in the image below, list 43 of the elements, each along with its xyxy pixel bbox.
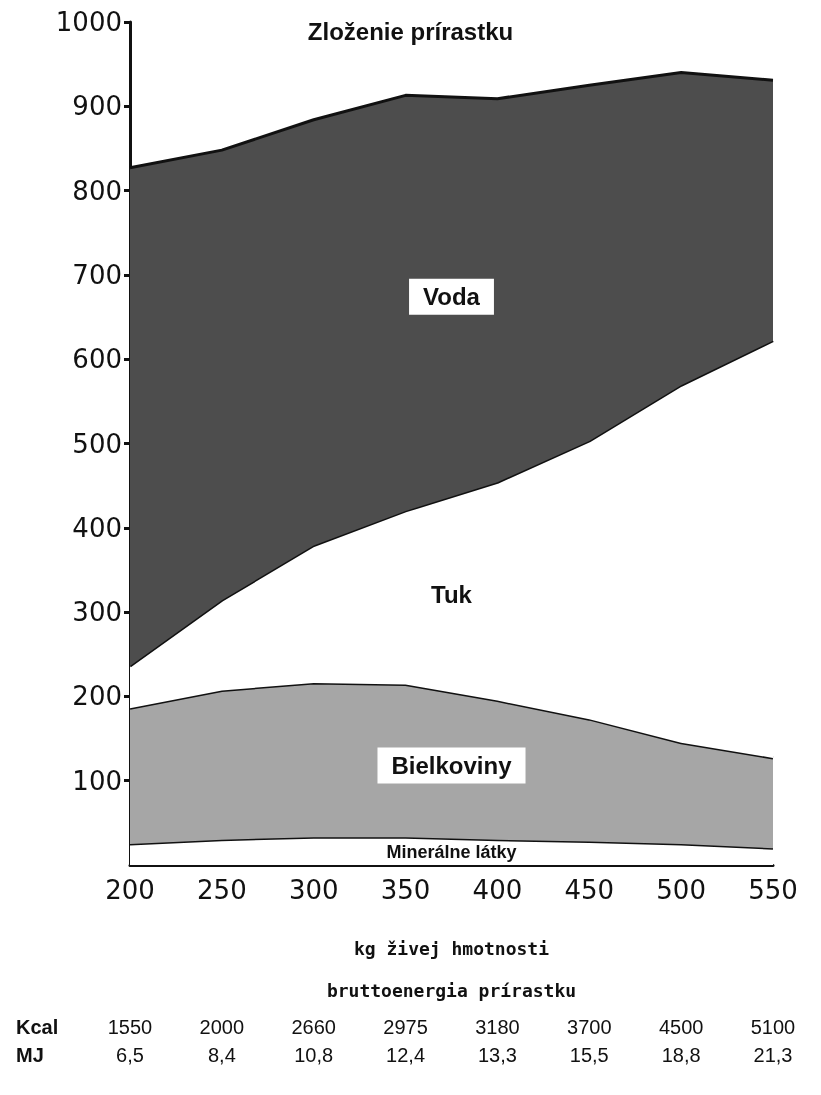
x-tick-label: 400 bbox=[472, 875, 523, 905]
y-tick-label: 200 bbox=[72, 681, 122, 712]
y-tick-label: 500 bbox=[72, 428, 122, 459]
y-tick-label: 700 bbox=[72, 259, 122, 290]
x-tick-label: 250 bbox=[197, 875, 247, 905]
y-tick-label: 300 bbox=[72, 597, 122, 628]
text: 12,4 bbox=[386, 1044, 426, 1066]
y-tick-label: 1000 bbox=[55, 7, 122, 37]
text: 4500 bbox=[658, 1016, 704, 1038]
series-label: Voda bbox=[423, 283, 481, 311]
text: 13,3 bbox=[477, 1044, 517, 1066]
x-tick-label: 200 bbox=[105, 875, 155, 905]
series-label: Minerálne látky bbox=[386, 841, 517, 862]
y-tick-label: 400 bbox=[72, 512, 122, 543]
text: Kcal bbox=[16, 1016, 59, 1038]
text: 8,4 bbox=[207, 1044, 236, 1066]
text: 6,5 bbox=[116, 1044, 144, 1066]
x-axis-title: kg živej hmotnosti bbox=[353, 937, 550, 959]
text: 5100 bbox=[750, 1016, 796, 1038]
text: 15,5 bbox=[569, 1044, 609, 1066]
series-label: Bielkoviny bbox=[391, 752, 513, 780]
chart-title: Zloženie prírastku bbox=[307, 17, 514, 45]
text: 2975 bbox=[383, 1016, 428, 1038]
text: 3700 bbox=[567, 1016, 612, 1038]
series-label: Tuk bbox=[431, 581, 473, 609]
y-tick-label: 600 bbox=[72, 344, 122, 375]
y-tick-label: 800 bbox=[72, 175, 122, 206]
text: MJ bbox=[16, 1044, 44, 1066]
text: 1550 bbox=[107, 1016, 153, 1038]
text: 2000 bbox=[199, 1016, 245, 1038]
y-tick-label: 100 bbox=[72, 765, 122, 796]
y-tick-label: 900 bbox=[72, 91, 122, 122]
x-tick-label: 550 bbox=[748, 875, 798, 905]
x-tick-label: 300 bbox=[288, 875, 339, 905]
x-tick-label: 450 bbox=[564, 875, 615, 905]
text: bruttoenergia prírastku bbox=[326, 979, 577, 1001]
x-tick-label: 350 bbox=[380, 875, 431, 905]
text: 21,3 bbox=[753, 1044, 793, 1066]
text: 2660 bbox=[291, 1016, 336, 1038]
text: 3180 bbox=[475, 1016, 520, 1038]
text: 10,8 bbox=[294, 1044, 334, 1066]
x-tick-label: 500 bbox=[656, 875, 706, 905]
text: 18,8 bbox=[661, 1044, 701, 1066]
